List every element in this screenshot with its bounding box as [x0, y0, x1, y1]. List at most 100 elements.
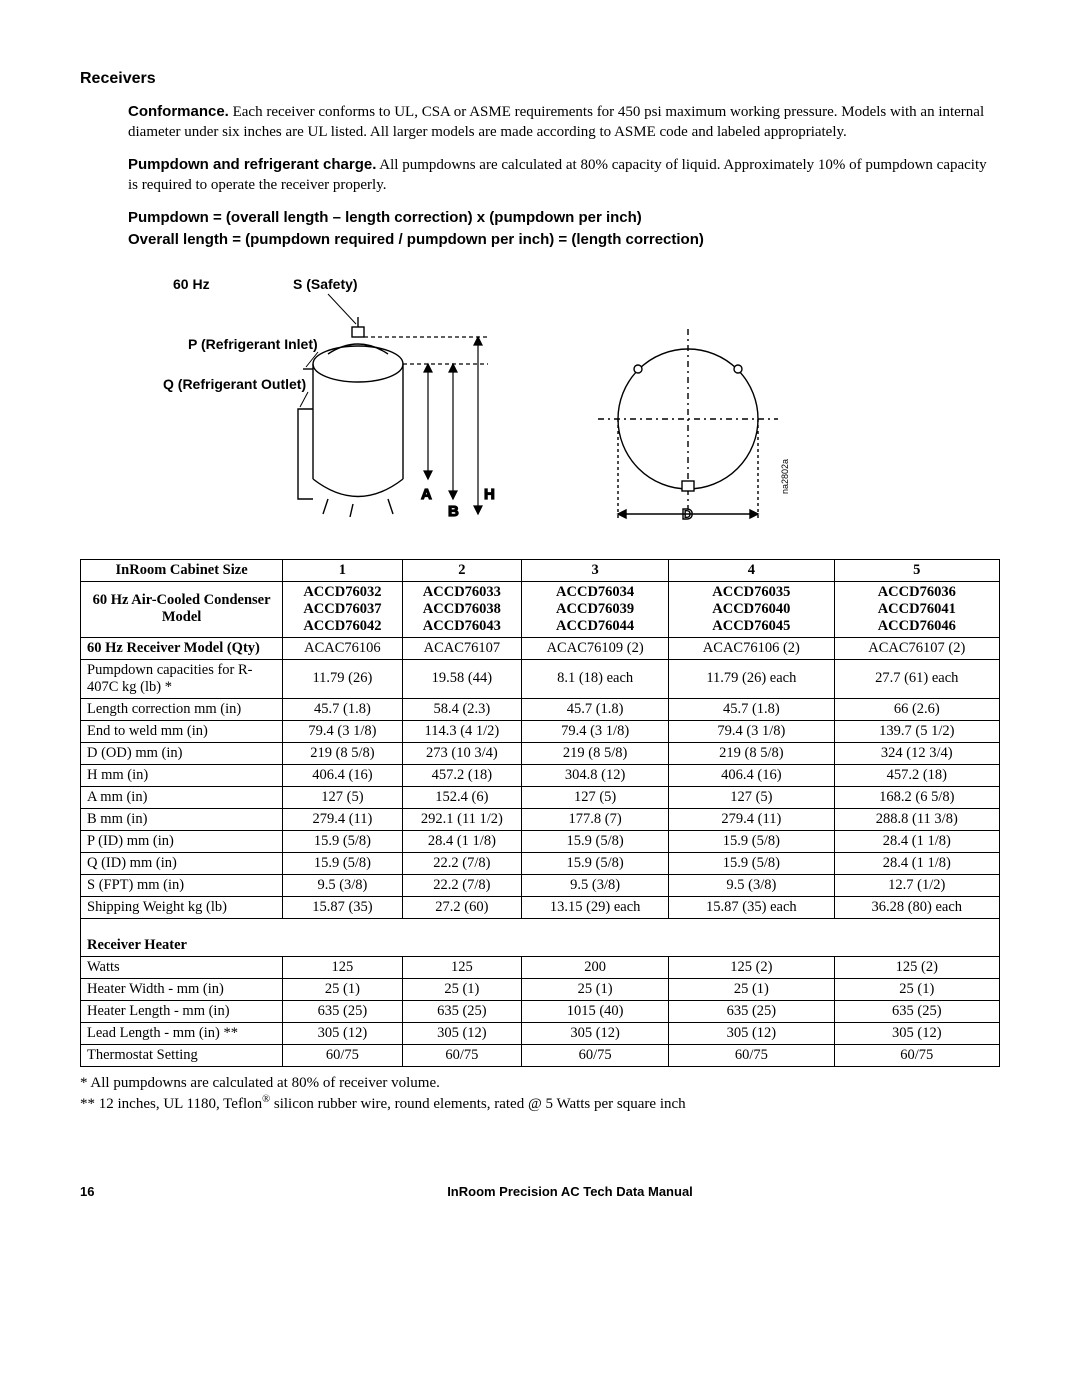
row-label: Shipping Weight kg (lb) — [81, 896, 283, 918]
page-number: 16 — [80, 1184, 140, 1199]
svg-text:H: H — [484, 486, 495, 503]
cell: 22.2 (7/8) — [402, 852, 521, 874]
cell: 305 (12) — [522, 1022, 669, 1044]
hdr2-c2: ACCD76033ACCD76038ACCD76043 — [402, 581, 521, 637]
formula-1: Pumpdown = (overall length – length corr… — [128, 207, 1000, 229]
cell: 635 (25) — [283, 1000, 402, 1022]
cell: 114.3 (4 1/2) — [402, 720, 521, 742]
cell: 25 (1) — [834, 978, 999, 1000]
conformance-label: Conformance. — [128, 103, 229, 120]
cell: 125 (2) — [834, 956, 999, 978]
row-label: End to weld mm (in) — [81, 720, 283, 742]
cell: 273 (10 3/4) — [402, 742, 521, 764]
hdr2-c5: ACCD76036ACCD76041ACCD76046 — [834, 581, 999, 637]
cell: 125 — [283, 956, 402, 978]
cell: 28.4 (1 1/8) — [834, 852, 999, 874]
label-s: S (Safety) — [293, 276, 358, 292]
svg-text:A: A — [421, 486, 432, 503]
cell: 13.15 (29) each — [522, 896, 669, 918]
cell: 60/75 — [834, 1044, 999, 1066]
formula-block: Pumpdown = (overall length – length corr… — [128, 207, 1000, 251]
cell: 60/75 — [402, 1044, 521, 1066]
receiver-diagram: 60 Hz S (Safety) P (Refrigerant Inlet) Q… — [128, 269, 1000, 529]
cell: 406.4 (16) — [283, 764, 402, 786]
cell: ACAC76106 (2) — [669, 637, 834, 659]
spec-table: InRoom Cabinet Size 1 2 3 4 5 60 Hz Air-… — [80, 559, 1000, 1067]
svg-text:na2802a: na2802a — [780, 458, 790, 493]
formula-2: Overall length = (pumpdown required / pu… — [128, 229, 1000, 251]
cell: 12.7 (1/2) — [834, 874, 999, 896]
conformance-text: Each receiver conforms to UL, CSA or ASM… — [128, 104, 984, 140]
cell: 305 (12) — [402, 1022, 521, 1044]
cell: 200 — [522, 956, 669, 978]
hdr-c3: 3 — [522, 559, 669, 581]
hdr-c4: 4 — [669, 559, 834, 581]
cell: 152.4 (6) — [402, 786, 521, 808]
hdr2-c1: ACCD76032ACCD76037ACCD76042 — [283, 581, 402, 637]
cell: 219 (8 5/8) — [283, 742, 402, 764]
cell: 139.7 (5 1/2) — [834, 720, 999, 742]
cell: 60/75 — [283, 1044, 402, 1066]
cell: 219 (8 5/8) — [522, 742, 669, 764]
cell: 45.7 (1.8) — [283, 698, 402, 720]
row-label: A mm (in) — [81, 786, 283, 808]
cell: 15.87 (35) each — [669, 896, 834, 918]
cell: 127 (5) — [522, 786, 669, 808]
cell: 635 (25) — [834, 1000, 999, 1022]
cell: 279.4 (11) — [669, 808, 834, 830]
section-receiver-heater: Receiver Heater — [81, 918, 1000, 956]
cell: 25 (1) — [522, 978, 669, 1000]
row-label: Watts — [81, 956, 283, 978]
cell: 19.58 (44) — [402, 659, 521, 698]
cell: 324 (12 3/4) — [834, 742, 999, 764]
hdr-c2: 2 — [402, 559, 521, 581]
cell: 168.2 (6 5/8) — [834, 786, 999, 808]
cell: 457.2 (18) — [402, 764, 521, 786]
row-label: H mm (in) — [81, 764, 283, 786]
hdr-cabinet: InRoom Cabinet Size — [81, 559, 283, 581]
cell: 27.2 (60) — [402, 896, 521, 918]
cell: 15.9 (5/8) — [283, 830, 402, 852]
svg-text:D: D — [682, 506, 693, 523]
pumpdown-para: Pumpdown and refrigerant charge. All pum… — [128, 155, 1000, 196]
cell: 292.1 (11 1/2) — [402, 808, 521, 830]
cell: ACAC76106 — [283, 637, 402, 659]
cell: 15.9 (5/8) — [522, 830, 669, 852]
cell: 79.4 (3 1/8) — [283, 720, 402, 742]
cell: 1015 (40) — [522, 1000, 669, 1022]
cell: 8.1 (18) each — [522, 659, 669, 698]
cell: 15.9 (5/8) — [283, 852, 402, 874]
section-title: Receivers — [80, 70, 1000, 88]
row-label: B mm (in) — [81, 808, 283, 830]
cell: 11.79 (26) each — [669, 659, 834, 698]
cell: 279.4 (11) — [283, 808, 402, 830]
row-label: Pumpdown capacities for R-407C kg (lb) * — [81, 659, 283, 698]
cell: 635 (25) — [402, 1000, 521, 1022]
cell: 457.2 (18) — [834, 764, 999, 786]
hdr-condenser: 60 Hz Air-Cooled Condenser Model — [81, 581, 283, 637]
footer-title: InRoom Precision AC Tech Data Manual — [140, 1184, 1000, 1199]
footnote-1: * All pumpdowns are calculated at 80% of… — [80, 1073, 1000, 1093]
cell: 127 (5) — [669, 786, 834, 808]
row-label: Thermostat Setting — [81, 1044, 283, 1066]
footnote-2: ** 12 inches, UL 1180, Teflon® silicon r… — [80, 1093, 1000, 1114]
cell: ACAC76109 (2) — [522, 637, 669, 659]
row-label: Q (ID) mm (in) — [81, 852, 283, 874]
conformance-para: Conformance. Each receiver conforms to U… — [128, 102, 1000, 143]
label-p: P (Refrigerant Inlet) — [188, 336, 318, 352]
cell: 305 (12) — [669, 1022, 834, 1044]
row-label: 60 Hz Receiver Model (Qty) — [81, 637, 283, 659]
row-label: Length correction mm (in) — [81, 698, 283, 720]
pumpdown-label: Pumpdown and refrigerant charge. — [128, 156, 376, 173]
cell: 15.9 (5/8) — [669, 852, 834, 874]
cell: 125 — [402, 956, 521, 978]
cell: 15.87 (35) — [283, 896, 402, 918]
page-footer: 16 InRoom Precision AC Tech Data Manual — [80, 1184, 1000, 1199]
cell: 27.7 (61) each — [834, 659, 999, 698]
cell: 305 (12) — [283, 1022, 402, 1044]
cell: 22.2 (7/8) — [402, 874, 521, 896]
cell: 28.4 (1 1/8) — [402, 830, 521, 852]
hdr-c1: 1 — [283, 559, 402, 581]
row-label: Lead Length - mm (in) ** — [81, 1022, 283, 1044]
cell: 66 (2.6) — [834, 698, 999, 720]
